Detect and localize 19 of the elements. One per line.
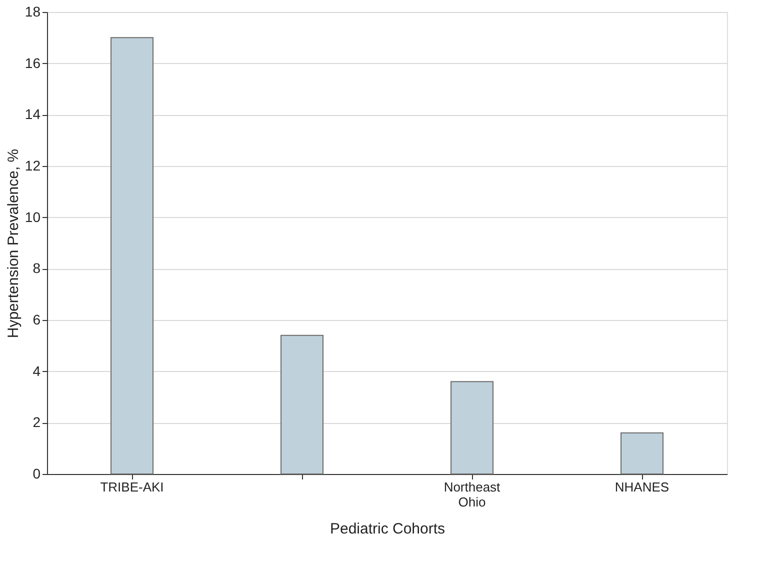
y-tick-label: 6	[32, 312, 41, 328]
y-tick-label: 12	[24, 158, 41, 174]
x-tick-label: Northeast Ohio	[444, 480, 501, 510]
bar	[110, 37, 154, 474]
y-tick-label: 18	[24, 4, 41, 20]
x-tick-label: TRIBE-AKI	[100, 480, 164, 494]
bar	[450, 381, 494, 474]
y-tick-label: 4	[32, 362, 41, 379]
bar	[280, 334, 324, 474]
y-tick-label: 14	[24, 106, 41, 122]
y-axis-title: Hypertension Prevalence, %	[4, 148, 22, 338]
y-tick-label: 0	[32, 466, 41, 482]
y-tick-label: 2	[32, 414, 41, 430]
y-tick-label: 16	[24, 54, 41, 71]
x-axis-title: Pediatric Cohorts	[330, 520, 446, 538]
bar	[620, 432, 664, 474]
y-tick-label: 10	[24, 208, 41, 225]
x-tick-label: NHANES	[614, 480, 670, 494]
y-tick-label: 8	[32, 260, 41, 276]
